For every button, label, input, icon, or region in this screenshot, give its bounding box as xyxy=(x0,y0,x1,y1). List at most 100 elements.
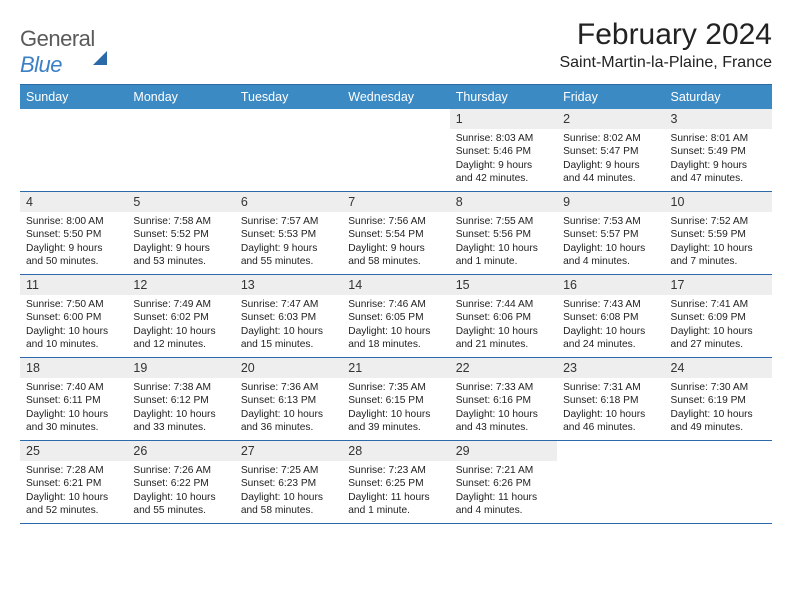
sunset-text: Sunset: 5:52 PM xyxy=(133,228,228,241)
sunrise-text: Sunrise: 7:41 AM xyxy=(671,298,766,311)
day-cell: 18Sunrise: 7:40 AMSunset: 6:11 PMDayligh… xyxy=(20,358,127,441)
daylight-text: Daylight: 10 hours and 58 minutes. xyxy=(241,491,336,518)
day-cell: 11Sunrise: 7:50 AMSunset: 6:00 PMDayligh… xyxy=(20,275,127,358)
sunrise-text: Sunrise: 7:21 AM xyxy=(456,464,551,477)
sunrise-text: Sunrise: 8:00 AM xyxy=(26,215,121,228)
sunset-text: Sunset: 6:18 PM xyxy=(563,394,658,407)
sunset-text: Sunset: 6:03 PM xyxy=(241,311,336,324)
daylight-text: Daylight: 10 hours and 46 minutes. xyxy=(563,408,658,435)
daylight-text: Daylight: 9 hours and 47 minutes. xyxy=(671,159,766,186)
day-data: Sunrise: 7:36 AMSunset: 6:13 PMDaylight:… xyxy=(235,378,342,440)
day-number: 10 xyxy=(665,192,772,212)
sunset-text: Sunset: 5:46 PM xyxy=(456,145,551,158)
sunrise-text: Sunrise: 7:38 AM xyxy=(133,381,228,394)
sunset-text: Sunset: 5:54 PM xyxy=(348,228,443,241)
day-header: Saturday xyxy=(665,85,772,110)
day-number: 9 xyxy=(557,192,664,212)
sunrise-text: Sunrise: 7:57 AM xyxy=(241,215,336,228)
day-number: 7 xyxy=(342,192,449,212)
sunrise-text: Sunrise: 7:40 AM xyxy=(26,381,121,394)
day-cell: 28Sunrise: 7:23 AMSunset: 6:25 PMDayligh… xyxy=(342,441,449,524)
day-number: 3 xyxy=(665,109,772,129)
daylight-text: Daylight: 9 hours and 53 minutes. xyxy=(133,242,228,269)
day-number: 1 xyxy=(450,109,557,129)
day-cell: 7Sunrise: 7:56 AMSunset: 5:54 PMDaylight… xyxy=(342,192,449,275)
day-number xyxy=(235,109,342,129)
sunrise-text: Sunrise: 7:55 AM xyxy=(456,215,551,228)
sunrise-text: Sunrise: 7:31 AM xyxy=(563,381,658,394)
daylight-text: Daylight: 10 hours and 43 minutes. xyxy=(456,408,551,435)
sunset-text: Sunset: 5:50 PM xyxy=(26,228,121,241)
day-number xyxy=(665,441,772,461)
sunrise-text: Sunrise: 7:50 AM xyxy=(26,298,121,311)
day-number: 20 xyxy=(235,358,342,378)
sunset-text: Sunset: 6:23 PM xyxy=(241,477,336,490)
day-cell: 21Sunrise: 7:35 AMSunset: 6:15 PMDayligh… xyxy=(342,358,449,441)
day-data: Sunrise: 7:50 AMSunset: 6:00 PMDaylight:… xyxy=(20,295,127,357)
day-number: 2 xyxy=(557,109,664,129)
day-cell xyxy=(665,441,772,524)
day-data xyxy=(557,461,664,519)
day-data: Sunrise: 7:41 AMSunset: 6:09 PMDaylight:… xyxy=(665,295,772,357)
day-header: Friday xyxy=(557,85,664,110)
logo-text-a: General xyxy=(20,26,95,51)
day-data: Sunrise: 7:47 AMSunset: 6:03 PMDaylight:… xyxy=(235,295,342,357)
sunset-text: Sunset: 6:26 PM xyxy=(456,477,551,490)
day-cell xyxy=(20,109,127,192)
sunrise-text: Sunrise: 7:43 AM xyxy=(563,298,658,311)
day-data: Sunrise: 7:40 AMSunset: 6:11 PMDaylight:… xyxy=(20,378,127,440)
month-title: February 2024 xyxy=(559,18,772,52)
day-data: Sunrise: 8:03 AMSunset: 5:46 PMDaylight:… xyxy=(450,129,557,191)
day-data: Sunrise: 7:46 AMSunset: 6:05 PMDaylight:… xyxy=(342,295,449,357)
logo-text-b: Blue xyxy=(20,52,62,77)
daylight-text: Daylight: 9 hours and 50 minutes. xyxy=(26,242,121,269)
day-cell: 10Sunrise: 7:52 AMSunset: 5:59 PMDayligh… xyxy=(665,192,772,275)
sunset-text: Sunset: 6:16 PM xyxy=(456,394,551,407)
week-row: 11Sunrise: 7:50 AMSunset: 6:00 PMDayligh… xyxy=(20,275,772,358)
day-header: Wednesday xyxy=(342,85,449,110)
logo-triangle-icon xyxy=(93,26,107,65)
day-header: Tuesday xyxy=(235,85,342,110)
day-data: Sunrise: 7:25 AMSunset: 6:23 PMDaylight:… xyxy=(235,461,342,523)
week-row: 4Sunrise: 8:00 AMSunset: 5:50 PMDaylight… xyxy=(20,192,772,275)
calendar-body: 1Sunrise: 8:03 AMSunset: 5:46 PMDaylight… xyxy=(20,109,772,524)
day-data xyxy=(127,129,234,187)
sunrise-text: Sunrise: 7:56 AM xyxy=(348,215,443,228)
daylight-text: Daylight: 9 hours and 44 minutes. xyxy=(563,159,658,186)
sunrise-text: Sunrise: 7:28 AM xyxy=(26,464,121,477)
sunrise-text: Sunrise: 7:30 AM xyxy=(671,381,766,394)
day-data xyxy=(342,129,449,187)
day-data: Sunrise: 8:02 AMSunset: 5:47 PMDaylight:… xyxy=(557,129,664,191)
daylight-text: Daylight: 10 hours and 39 minutes. xyxy=(348,408,443,435)
day-cell xyxy=(557,441,664,524)
day-number xyxy=(127,109,234,129)
day-cell: 2Sunrise: 8:02 AMSunset: 5:47 PMDaylight… xyxy=(557,109,664,192)
sunrise-text: Sunrise: 7:49 AM xyxy=(133,298,228,311)
sunset-text: Sunset: 6:09 PM xyxy=(671,311,766,324)
day-number: 28 xyxy=(342,441,449,461)
daylight-text: Daylight: 10 hours and 18 minutes. xyxy=(348,325,443,352)
daylight-text: Daylight: 9 hours and 42 minutes. xyxy=(456,159,551,186)
day-data xyxy=(665,461,772,519)
daylight-text: Daylight: 10 hours and 1 minute. xyxy=(456,242,551,269)
day-number: 14 xyxy=(342,275,449,295)
day-number xyxy=(20,109,127,129)
day-cell: 24Sunrise: 7:30 AMSunset: 6:19 PMDayligh… xyxy=(665,358,772,441)
day-data xyxy=(20,129,127,187)
day-data: Sunrise: 7:49 AMSunset: 6:02 PMDaylight:… xyxy=(127,295,234,357)
sunset-text: Sunset: 5:59 PM xyxy=(671,228,766,241)
day-cell: 19Sunrise: 7:38 AMSunset: 6:12 PMDayligh… xyxy=(127,358,234,441)
daylight-text: Daylight: 9 hours and 55 minutes. xyxy=(241,242,336,269)
day-data: Sunrise: 8:01 AMSunset: 5:49 PMDaylight:… xyxy=(665,129,772,191)
day-number: 15 xyxy=(450,275,557,295)
day-cell: 12Sunrise: 7:49 AMSunset: 6:02 PMDayligh… xyxy=(127,275,234,358)
day-data: Sunrise: 7:57 AMSunset: 5:53 PMDaylight:… xyxy=(235,212,342,274)
day-data: Sunrise: 7:43 AMSunset: 6:08 PMDaylight:… xyxy=(557,295,664,357)
day-data: Sunrise: 7:44 AMSunset: 6:06 PMDaylight:… xyxy=(450,295,557,357)
daylight-text: Daylight: 10 hours and 27 minutes. xyxy=(671,325,766,352)
day-header: Sunday xyxy=(20,85,127,110)
sunset-text: Sunset: 6:02 PM xyxy=(133,311,228,324)
day-header: Monday xyxy=(127,85,234,110)
day-cell xyxy=(127,109,234,192)
day-number: 23 xyxy=(557,358,664,378)
